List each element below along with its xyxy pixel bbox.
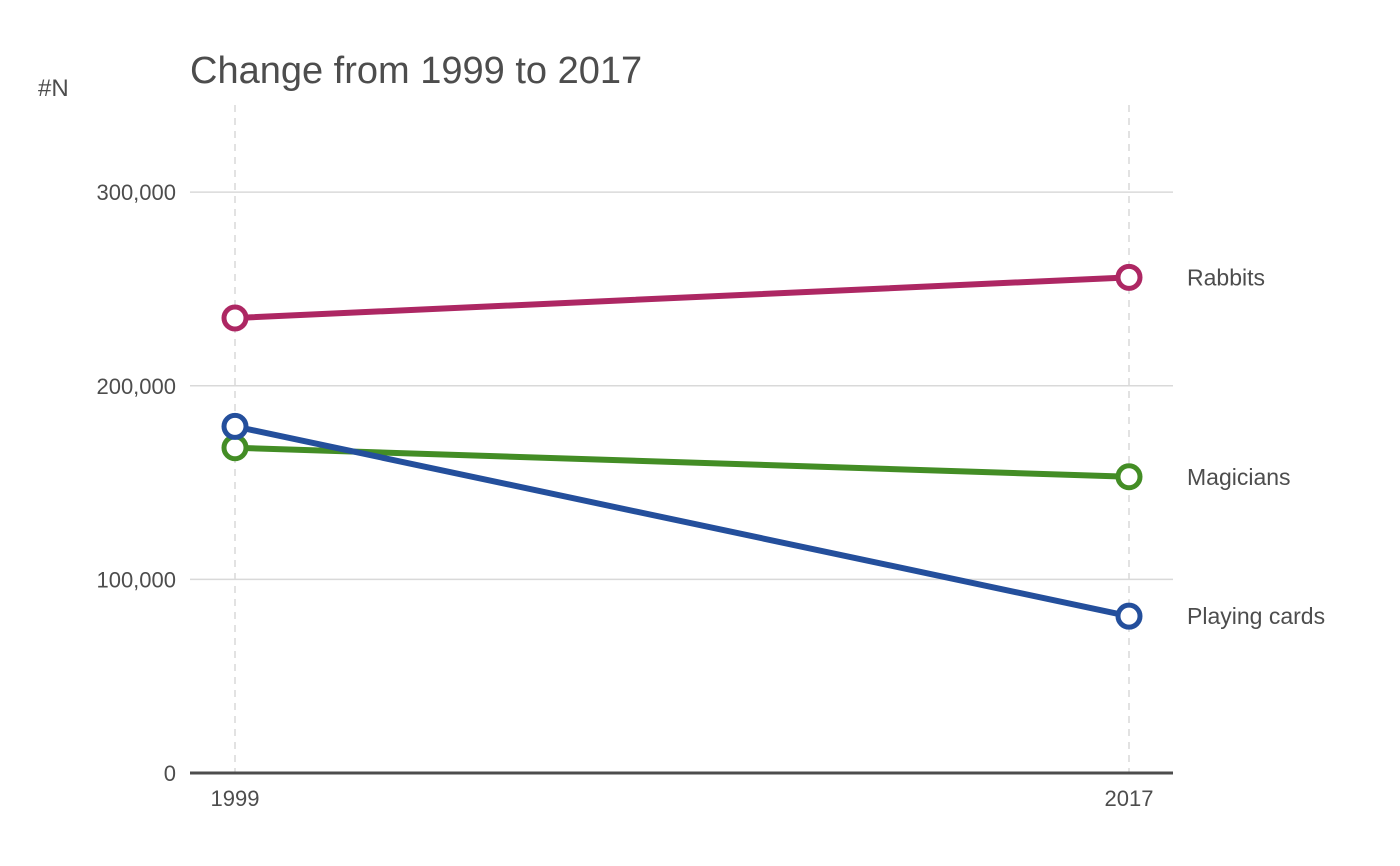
data-point-playing-cards-1999 — [221, 412, 249, 440]
series-rabbits: Rabbits — [221, 263, 1265, 332]
data-point-playing-cards-2017 — [1115, 602, 1143, 630]
x-tick-label: 1999 — [211, 786, 260, 811]
series-label-rabbits: Rabbits — [1187, 264, 1265, 290]
series-label-magicians: Magicians — [1187, 464, 1291, 490]
series-line-magicians — [232, 444, 1132, 480]
x-tick-label: 2017 — [1105, 786, 1154, 811]
y-tick-label: 100,000 — [96, 567, 176, 592]
series-line-playing-cards — [232, 423, 1132, 620]
y-tick-label: 300,000 — [96, 180, 176, 205]
y-axis-label: #N — [38, 75, 69, 102]
x-axis-ticks: 1999 2017 — [211, 786, 1154, 811]
series-magicians: Magicians — [221, 434, 1291, 491]
series-playing-cards: Playing cards — [221, 412, 1325, 630]
grid — [190, 105, 1173, 775]
series-group: Rabbits Magicians Playing cards — [221, 263, 1325, 630]
data-point-magicians-1999 — [221, 434, 249, 462]
y-tick-label: 0 — [164, 761, 176, 786]
data-point-rabbits-1999 — [221, 304, 249, 332]
y-tick-label: 200,000 — [96, 374, 176, 399]
data-point-magicians-2017 — [1115, 463, 1143, 491]
data-point-rabbits-2017 — [1115, 263, 1143, 291]
series-line-rabbits — [232, 274, 1132, 321]
chart-title: Change from 1999 to 2017 — [190, 50, 642, 92]
series-label-playing-cards: Playing cards — [1187, 603, 1325, 629]
y-axis-ticks: 0 100,000 200,000 300,000 — [96, 180, 176, 786]
